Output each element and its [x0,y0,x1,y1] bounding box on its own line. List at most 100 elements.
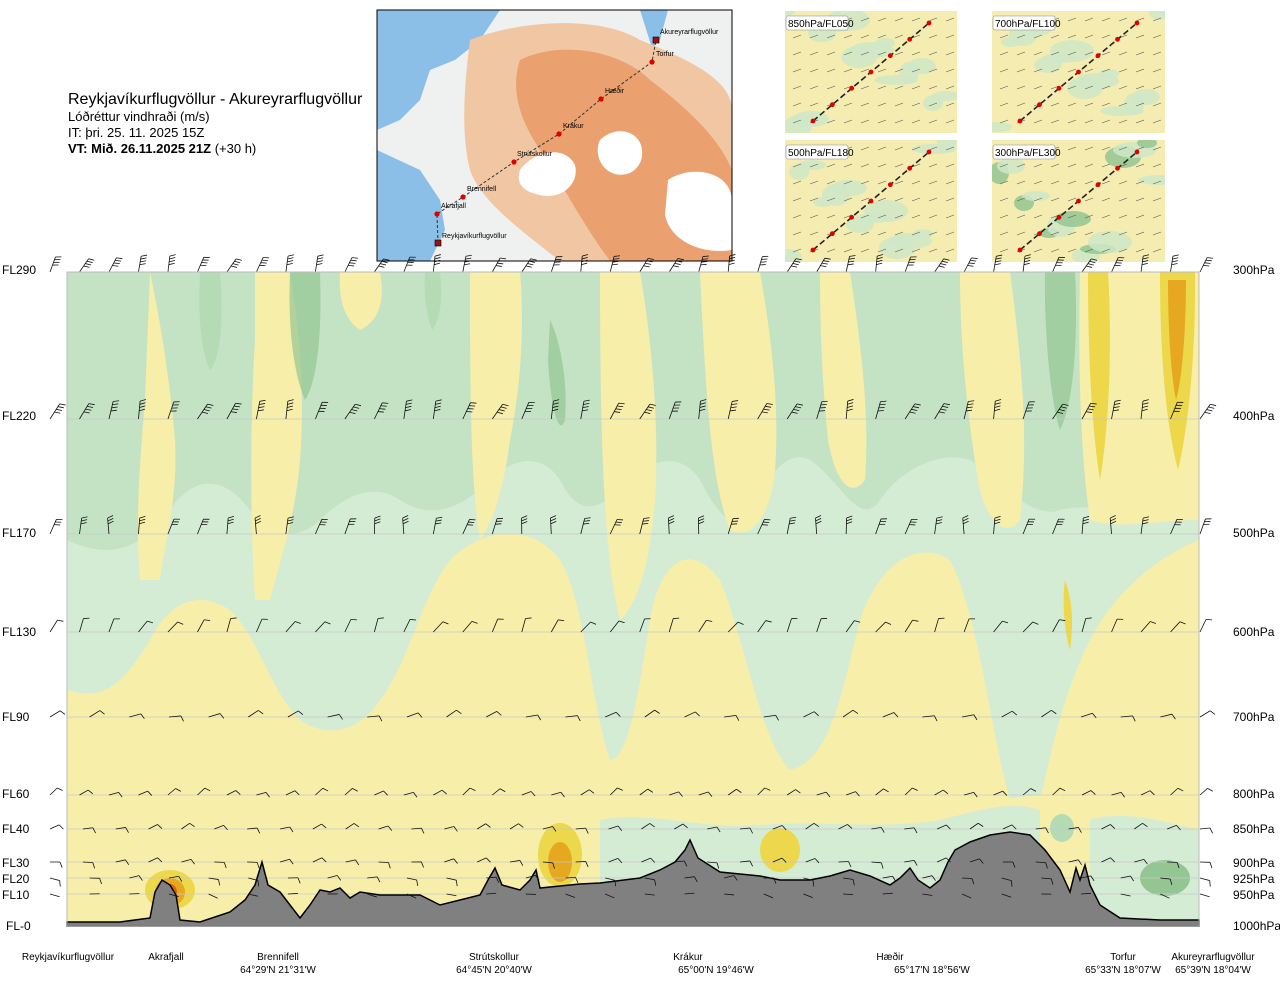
wind-barb-flag [88,258,95,261]
level-map-barb [911,68,921,73]
wind-barb-flag [1150,621,1156,624]
wind-barb-flag [499,788,506,793]
wind-barb-flag [464,260,471,263]
wind-barb-flag [138,875,143,881]
wind-barb-flag [1082,518,1089,522]
level-map-label-box [992,15,1056,31]
level-map-barb [1050,197,1060,202]
wind-barb-flag [297,877,301,884]
wind-barb-flag [1205,259,1212,262]
wind-barb [1199,893,1210,898]
level-map-barb [1033,248,1043,253]
level-map-barb [843,163,853,168]
y-tick-right: 850hPa [1233,822,1275,836]
wind-barb-flag [733,875,738,881]
level-map-barb [792,163,802,168]
level-map-barb [999,85,1009,90]
level-map-barb [1101,102,1111,107]
wind-barb-flag [962,515,969,519]
barb-row [49,857,1213,869]
wind-barb-flag [380,263,387,266]
wind-barb-flag [1083,515,1090,519]
wind-barb-flag [286,408,293,412]
wind-barb-flag [945,857,951,863]
wind-barb-flag [582,406,589,409]
wind-barb-flag [1114,403,1121,405]
wind-barb [1111,618,1118,633]
level-map-barb [894,163,904,168]
wind-barb-flag [139,515,146,519]
waypoint-labels: Reykjavíkurflugvöllur Akrafjall Brennifell… [22,951,1255,976]
wind-barb-flag [668,521,675,525]
wind-barb-flag [434,405,441,408]
wind-barb [922,893,933,896]
level-map-patch [1055,211,1091,227]
wind-barb [639,618,645,633]
level-map-barb [1050,51,1060,56]
wind-barb-flag [421,827,425,834]
level-map-waypoint [849,85,855,91]
wind-barb-flag [257,880,260,887]
level-map-barb [1152,214,1162,219]
wind-barb-flag [434,257,441,260]
map-route-label: Reykjavíkurflugvöllur [442,233,507,240]
waypoint-coord: 64°29'N 21°31'W [240,965,316,976]
level-map-barb [1016,214,1026,219]
level-map-patch [1149,11,1165,20]
wind-barb-flag [113,400,120,402]
level-map-barb [1101,68,1111,73]
wind-barb [1140,621,1151,633]
wind-barb-flag [60,710,66,715]
level-map-patch [997,158,1025,174]
wind-barb-flag [881,862,884,869]
wind-barb-flag [706,619,713,622]
level-map-barb [860,214,870,219]
level-map-field [992,140,1165,262]
wind-barb-flag [852,709,859,714]
wind-barb-flag [941,260,948,263]
level-map-barb [1016,51,1026,56]
wind-barb-flag [139,518,146,522]
level-map-barb [826,51,836,56]
route-map: Akureyrarflugvöllur Torfur Hæðir Krákur Strú… [376,9,733,262]
wind-barb [816,618,822,633]
wind-barb-flag [530,791,536,797]
wind-barb-flag [404,409,411,412]
wind-barb [1001,893,1012,898]
wind-barb [772,857,783,863]
wind-barb-flag [118,792,123,798]
wind-barb [1199,404,1211,420]
wind-barb-flag [374,518,381,522]
wind-barb-flag [647,788,654,793]
barb-row [49,254,1214,273]
wind-barb-flag [943,258,950,261]
level-map-barb [843,119,853,124]
level-map-barb [1101,248,1111,253]
barb-row [49,787,1214,798]
level-map-barb [1084,17,1094,22]
wind-barb [406,893,417,899]
level-map-barb [860,34,870,39]
wind-barb [936,824,947,830]
waypoint-name: Strútskollur [469,952,520,963]
level-map-barb [945,68,955,73]
wind-barb [904,619,913,633]
wind-barb-flag [235,258,243,261]
wind-barb [49,256,56,273]
wind-barb-flag [617,858,623,864]
wind-barb-flag [700,399,707,402]
wind-barb-flag [821,262,828,265]
wind-barb [79,789,89,796]
wind-barb-flag [350,259,357,262]
wind-barb-flag [388,862,391,869]
wind-barb [882,712,895,718]
map-route-points: Akureyrarflugvöllur Torfur Hæðir Krákur Strú… [434,29,719,247]
wind-barb-flag [232,408,239,411]
level-map-barb [928,68,938,73]
wind-barb-flag [1141,408,1148,412]
wind-barb-flag [1203,265,1210,267]
wind-barb-flag [796,403,803,406]
wind-barb-flag [815,515,822,519]
wind-barb [168,715,181,718]
level-map-barb [945,231,955,236]
